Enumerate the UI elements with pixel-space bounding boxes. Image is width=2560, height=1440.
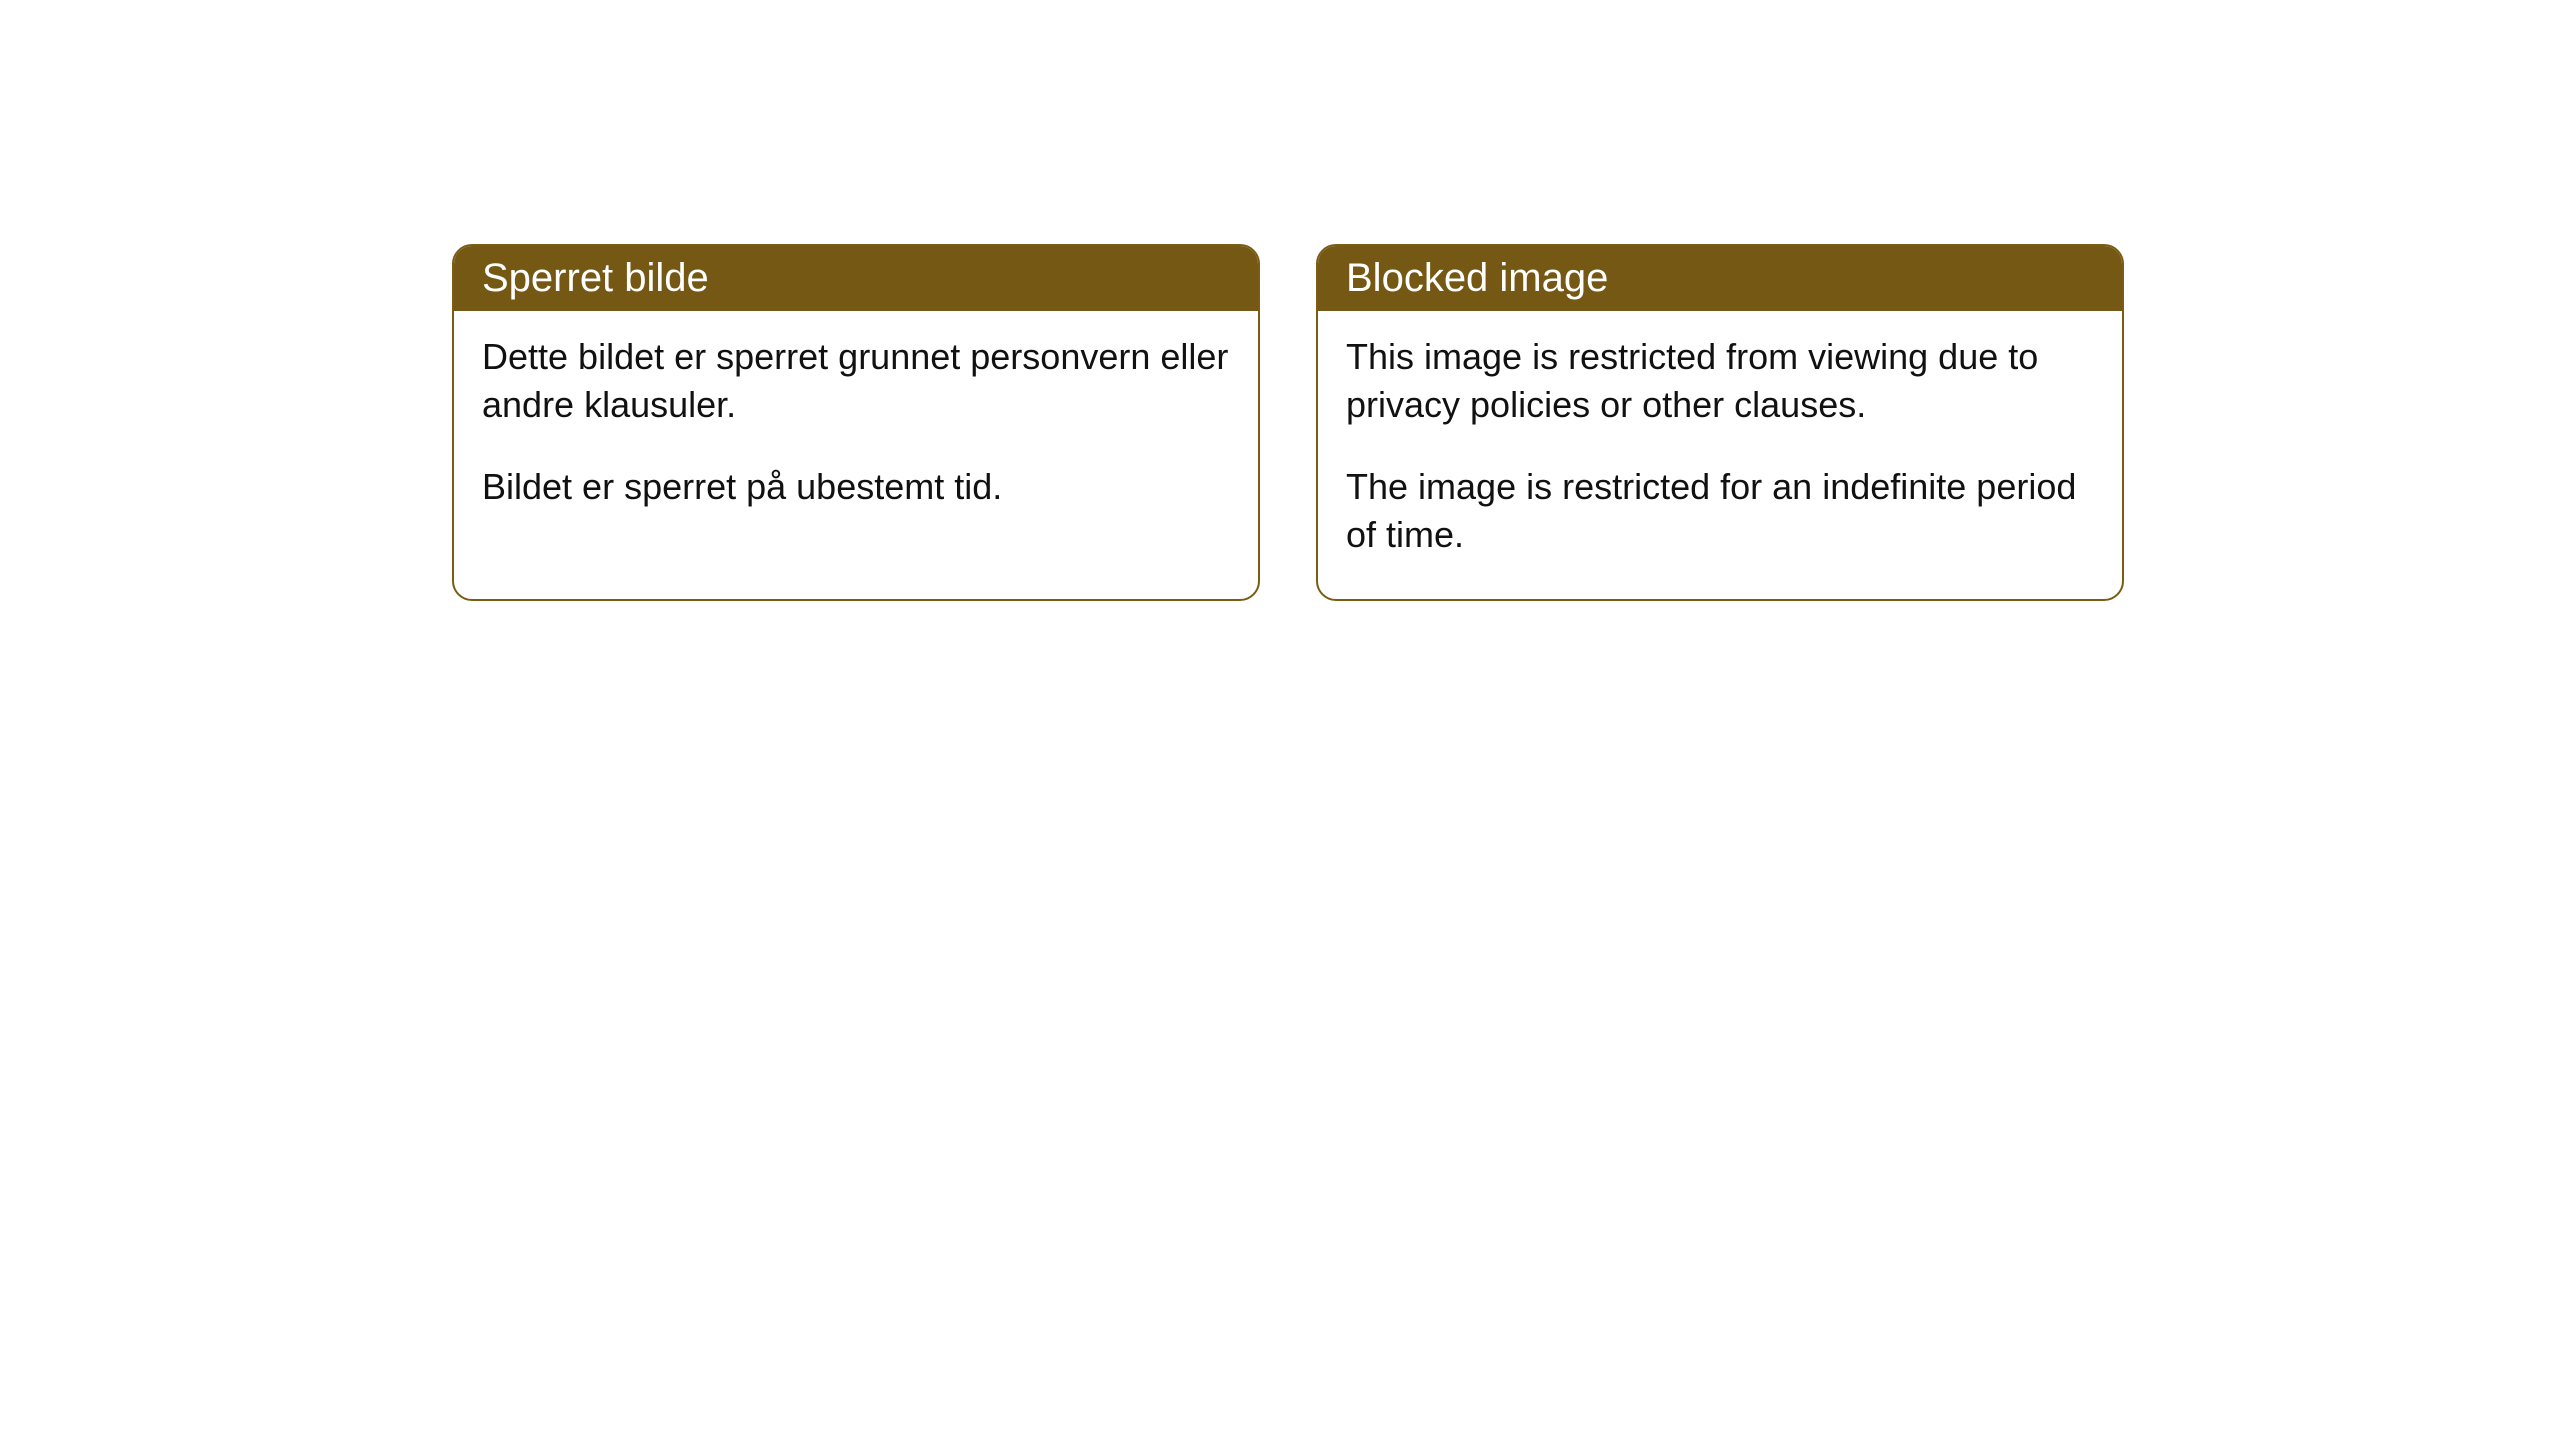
card-header-norwegian: Sperret bilde (454, 246, 1258, 311)
card-paragraph-2: The image is restricted for an indefinit… (1346, 463, 2094, 559)
card-title: Sperret bilde (482, 256, 709, 300)
card-paragraph-2: Bildet er sperret på ubestemt tid. (482, 463, 1230, 511)
blocked-image-card-norwegian: Sperret bilde Dette bildet er sperret gr… (452, 244, 1260, 601)
card-title: Blocked image (1346, 256, 1608, 300)
card-paragraph-1: This image is restricted from viewing du… (1346, 333, 2094, 429)
message-cards-container: Sperret bilde Dette bildet er sperret gr… (0, 0, 2560, 601)
blocked-image-card-english: Blocked image This image is restricted f… (1316, 244, 2124, 601)
card-header-english: Blocked image (1318, 246, 2122, 311)
card-paragraph-1: Dette bildet er sperret grunnet personve… (482, 333, 1230, 429)
card-body-norwegian: Dette bildet er sperret grunnet personve… (454, 311, 1258, 551)
card-body-english: This image is restricted from viewing du… (1318, 311, 2122, 599)
